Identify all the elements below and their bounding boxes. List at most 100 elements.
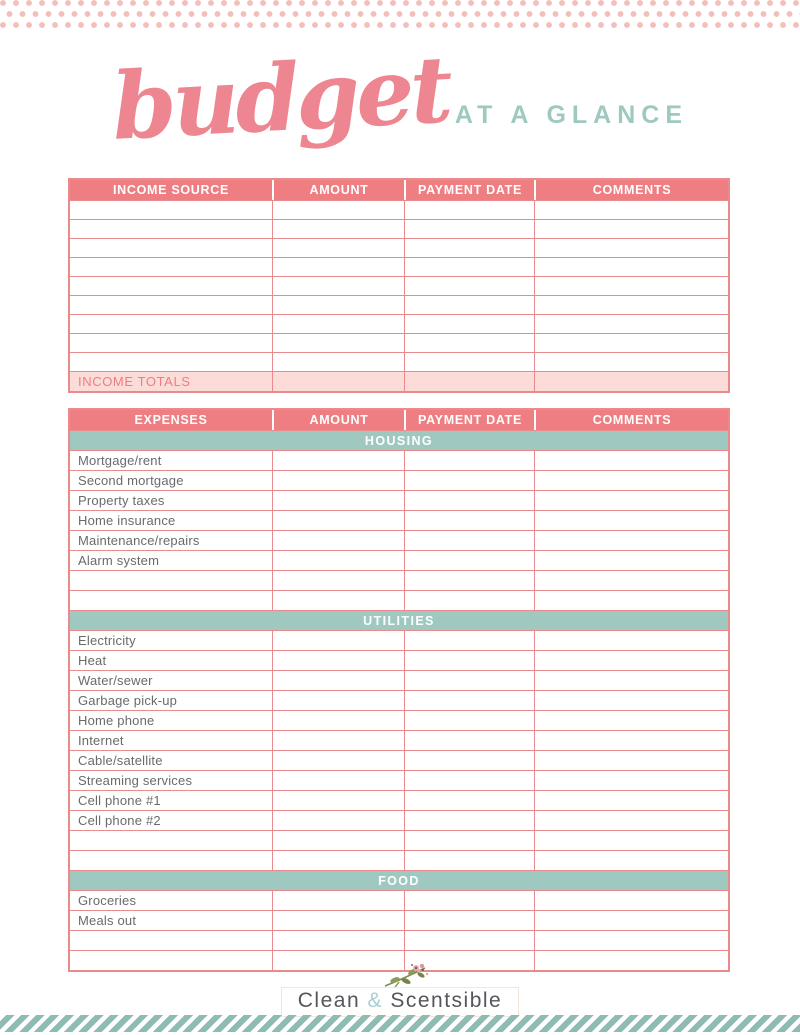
entry-cell [272,951,404,970]
row-label-cell [70,277,272,295]
brand-second-word: Scentsible [390,989,503,1012]
expenses-header-row: EXPENSES AMOUNT PAYMENT DATE COMMENTS [70,410,728,430]
row-label-cell [70,296,272,314]
entry-cell [404,334,534,352]
entry-cell [534,951,728,970]
expense-item-row: Home insurance [70,510,728,530]
entry-cell [272,531,404,550]
expense-empty-row [70,570,728,590]
income-empty-row [70,238,728,257]
entry-cell [404,791,534,810]
entry-cell [534,891,728,910]
income-empty-row [70,295,728,314]
entry-cell [404,571,534,590]
entry-cell [404,731,534,750]
entry-cell [404,491,534,510]
expense-item-row: Cable/satellite [70,750,728,770]
brand-name: Clean & Scentsible [280,987,520,1017]
row-label-cell: Alarm system [78,553,160,568]
expense-item-row: Internet [70,730,728,750]
row-label-cell: Cable/satellite [78,753,163,768]
expense-empty-row [70,950,728,970]
section-header-food: FOOD [70,870,728,890]
entry-cell [404,771,534,790]
entry-cell [534,691,728,710]
entry-cell: PAYMENT DATE [404,180,534,200]
row-label-cell: Home phone [78,713,155,728]
entry-cell [404,951,534,970]
expense-item-row: Mortgage/rent [70,450,728,470]
expenses-table: EXPENSES AMOUNT PAYMENT DATE COMMENTS HOUSIN… [68,408,730,972]
entry-cell [404,531,534,550]
entry-cell [534,334,728,352]
entry-cell [534,931,728,950]
entry-cell [534,671,728,690]
expense-empty-row [70,590,728,610]
entry-cell [404,811,534,830]
entry-cell [404,591,534,610]
row-label-cell: INCOME SOURCE [112,183,230,197]
entry-cell [534,353,728,371]
income-empty-row [70,200,728,219]
entry-cell [272,851,404,870]
entry-cell [272,296,404,314]
entry-cell [272,471,404,490]
entry-cell: COMMENTS [534,410,728,430]
expense-item-row: Home phone [70,710,728,730]
floral-sprig-icon [384,963,429,991]
row-label-cell [70,315,272,333]
entry-cell [272,511,404,530]
entry-cell [272,651,404,670]
entry-cell [404,353,534,371]
entry-cell [272,631,404,650]
entry-cell [534,372,728,391]
entry-cell [534,277,728,295]
entry-cell [272,831,404,850]
entry-cell [404,671,534,690]
entry-cell [534,531,728,550]
entry-cell [404,258,534,276]
section-header-housing: HOUSING [70,430,728,450]
expense-item-row: Second mortgage [70,470,728,490]
entry-cell [272,451,404,470]
expense-item-row: Maintenance/repairs [70,530,728,550]
expense-item-row: Streaming services [70,770,728,790]
entry-cell [272,201,404,219]
entry-cell [534,296,728,314]
entry-cell [534,220,728,238]
expense-item-row: Water/sewer [70,670,728,690]
row-label-cell [70,258,272,276]
brand-ampersand: & [367,989,383,1012]
income-empty-row [70,257,728,276]
entry-cell [272,571,404,590]
title-suffix-text: AT A GLANCE [454,100,689,129]
entry-cell [534,551,728,570]
entry-cell [272,691,404,710]
stripe-border [0,1015,800,1032]
expense-empty-row [70,930,728,950]
row-label-cell: Home insurance [78,513,176,528]
entry-cell [534,471,728,490]
entry-cell [272,731,404,750]
entry-cell [404,851,534,870]
row-label-cell [70,353,272,371]
entry-cell [404,751,534,770]
entry-cell [272,591,404,610]
brand-logo: Clean & Scentsible [0,962,800,1017]
row-label-cell: Maintenance/repairs [78,533,200,548]
entry-cell [404,315,534,333]
expense-item-row: Groceries [70,890,728,910]
entry-cell [272,911,404,930]
expense-item-row: Meals out [70,910,728,930]
row-label-cell [70,591,272,610]
row-label-cell: Mortgage/rent [78,453,162,468]
entry-cell [272,315,404,333]
entry-cell [404,277,534,295]
entry-cell [272,220,404,238]
row-label-cell [70,831,272,850]
row-label-cell: Cell phone #1 [78,793,161,808]
income-empty-row [70,352,728,371]
row-label-cell [70,851,272,870]
entry-cell [534,631,728,650]
